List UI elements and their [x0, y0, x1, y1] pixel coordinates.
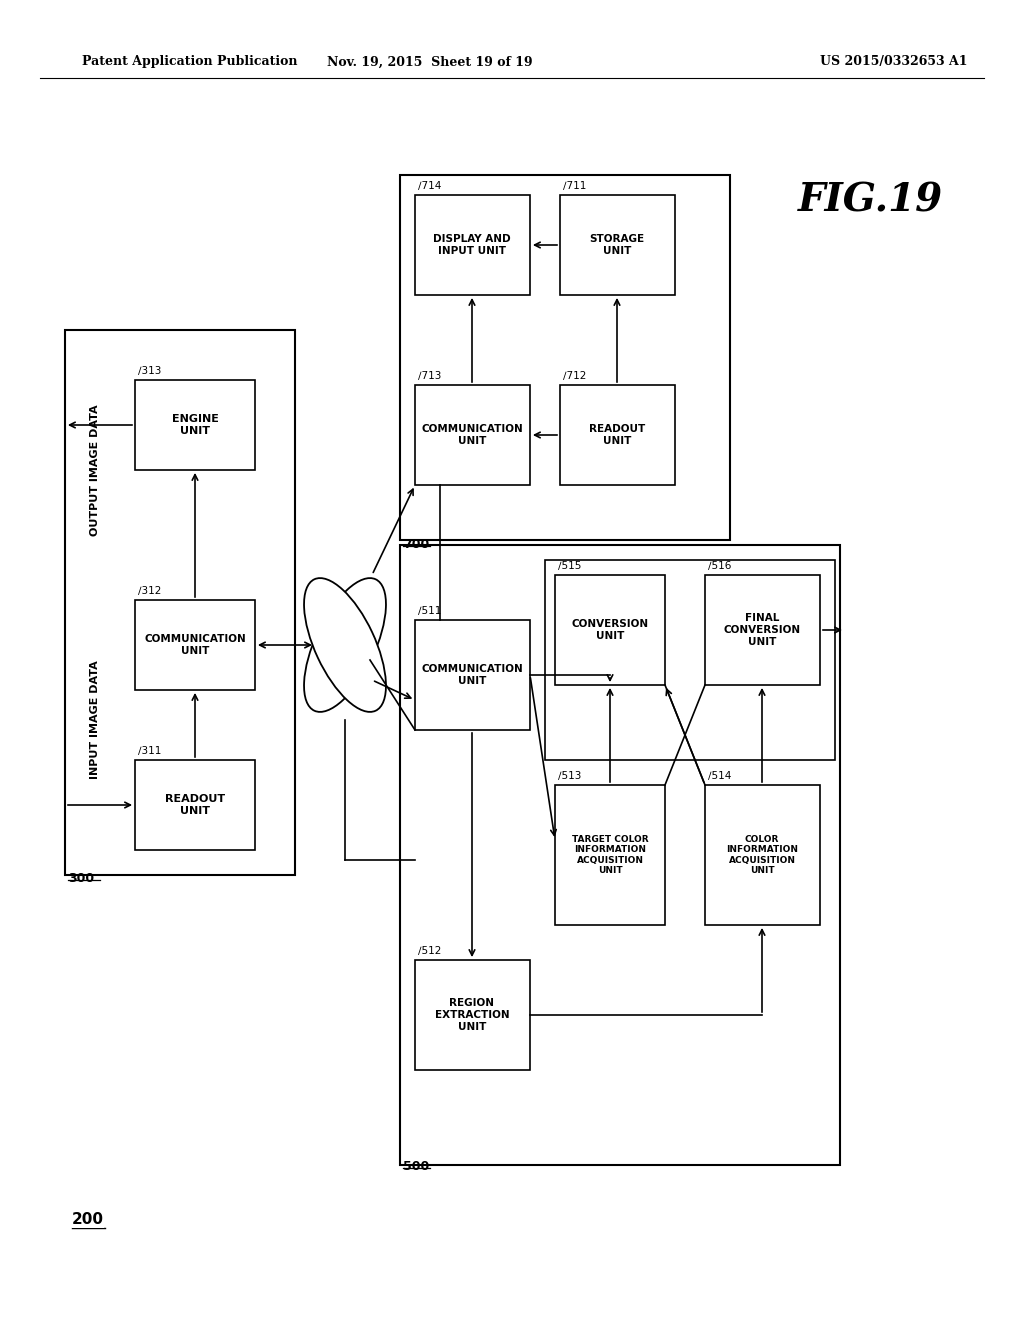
Text: ENGINE
UNIT: ENGINE UNIT	[172, 414, 218, 436]
Text: 700: 700	[403, 539, 429, 550]
Text: CONVERSION
UNIT: CONVERSION UNIT	[571, 619, 648, 640]
Ellipse shape	[304, 578, 386, 711]
Text: 200: 200	[72, 1213, 104, 1228]
Text: Patent Application Publication: Patent Application Publication	[82, 55, 298, 69]
Text: INPUT IMAGE DATA: INPUT IMAGE DATA	[90, 660, 100, 779]
Text: ∕714: ∕714	[418, 180, 441, 190]
Text: ∕711: ∕711	[563, 180, 587, 190]
Text: 500: 500	[403, 1160, 429, 1173]
Bar	[415, 195, 530, 294]
Text: ∕712: ∕712	[563, 370, 587, 380]
Text: OUTPUT IMAGE DATA: OUTPUT IMAGE DATA	[90, 404, 100, 536]
Text: COLOR
INFORMATION
ACQUISITION
UNIT: COLOR INFORMATION ACQUISITION UNIT	[726, 836, 798, 875]
Text: ∕514: ∕514	[708, 770, 731, 780]
Text: ∕713: ∕713	[418, 370, 441, 380]
Ellipse shape	[304, 578, 386, 711]
Text: ∕512: ∕512	[418, 945, 441, 954]
Text: ∕516: ∕516	[708, 560, 731, 570]
Bar	[65, 330, 295, 875]
Bar	[415, 385, 530, 484]
Bar	[555, 576, 665, 685]
Text: ∕311: ∕311	[138, 744, 162, 755]
Bar	[400, 176, 730, 540]
Text: US 2015/0332653 A1: US 2015/0332653 A1	[820, 55, 968, 69]
Text: 300: 300	[68, 873, 94, 884]
Text: FIG.19: FIG.19	[798, 181, 942, 219]
Text: FINAL
CONVERSION
UNIT: FINAL CONVERSION UNIT	[723, 614, 801, 647]
Bar	[135, 380, 255, 470]
Text: STORAGE
UNIT: STORAGE UNIT	[590, 234, 644, 256]
Text: ∕312: ∕312	[138, 585, 162, 595]
Text: COMMUNICATION
UNIT: COMMUNICATION UNIT	[421, 664, 523, 686]
Bar	[555, 785, 665, 925]
Bar	[705, 785, 820, 925]
Text: TARGET COLOR
INFORMATION
ACQUISITION
UNIT: TARGET COLOR INFORMATION ACQUISITION UNI…	[571, 836, 648, 875]
Text: ∕515: ∕515	[558, 560, 582, 570]
Bar	[560, 195, 675, 294]
Text: COMMUNICATION
UNIT: COMMUNICATION UNIT	[421, 424, 523, 446]
Bar	[545, 560, 835, 760]
Text: Nov. 19, 2015  Sheet 19 of 19: Nov. 19, 2015 Sheet 19 of 19	[328, 55, 532, 69]
Bar	[415, 620, 530, 730]
Bar	[400, 545, 840, 1166]
Bar	[705, 576, 820, 685]
Bar	[560, 385, 675, 484]
Text: ∕511: ∕511	[418, 605, 441, 615]
Text: ∕513: ∕513	[558, 770, 582, 780]
Text: COMMUNICATION
UNIT: COMMUNICATION UNIT	[144, 634, 246, 656]
Text: REGION
EXTRACTION
UNIT: REGION EXTRACTION UNIT	[434, 998, 509, 1032]
Text: ∕313: ∕313	[138, 366, 162, 375]
Text: DISPLAY AND
INPUT UNIT: DISPLAY AND INPUT UNIT	[433, 234, 511, 256]
Bar	[415, 960, 530, 1071]
Text: READOUT
UNIT: READOUT UNIT	[165, 795, 225, 816]
Text: READOUT
UNIT: READOUT UNIT	[589, 424, 645, 446]
Bar	[135, 601, 255, 690]
Bar	[135, 760, 255, 850]
